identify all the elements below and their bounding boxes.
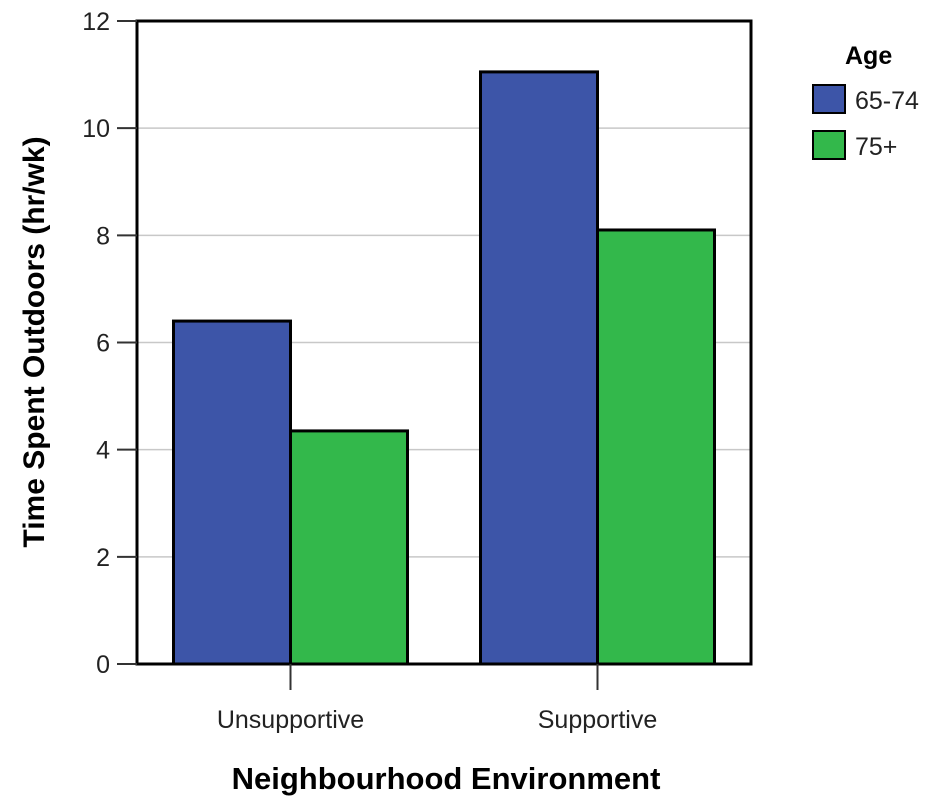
x-tick-label: Unsupportive (217, 706, 364, 734)
bar-75+-supportive (596, 228, 716, 666)
y-tick-label: 0 (96, 651, 110, 679)
y-tick-label: 8 (96, 222, 110, 250)
legend: Age 65-74 75+ (812, 42, 919, 161)
legend-label: 75+ (855, 133, 897, 161)
y-axis: 0 2 4 6 8 10 12 (82, 8, 137, 679)
legend-label: 65-74 (855, 87, 919, 115)
y-tick-label: 12 (82, 8, 110, 36)
bars (172, 70, 716, 666)
y-tick-label: 4 (96, 437, 110, 465)
legend-swatch (812, 84, 846, 114)
legend-swatch (812, 130, 846, 160)
y-tick-label: 2 (96, 544, 110, 572)
bar-75+-unsupportive (289, 429, 409, 666)
y-tick-label: 6 (96, 330, 110, 358)
x-tick-label: Supportive (538, 706, 658, 734)
bar-65-74-supportive (479, 70, 599, 666)
x-axis-title: Neighbourhood Environment (232, 761, 661, 796)
y-axis-title: Time Spent Outdoors (hr/wk) (18, 136, 51, 547)
y-tick-label: 10 (82, 115, 110, 143)
x-axis: Unsupportive Supportive (217, 664, 657, 734)
bar-65-74-unsupportive (172, 319, 292, 666)
legend-title: Age (845, 42, 892, 70)
